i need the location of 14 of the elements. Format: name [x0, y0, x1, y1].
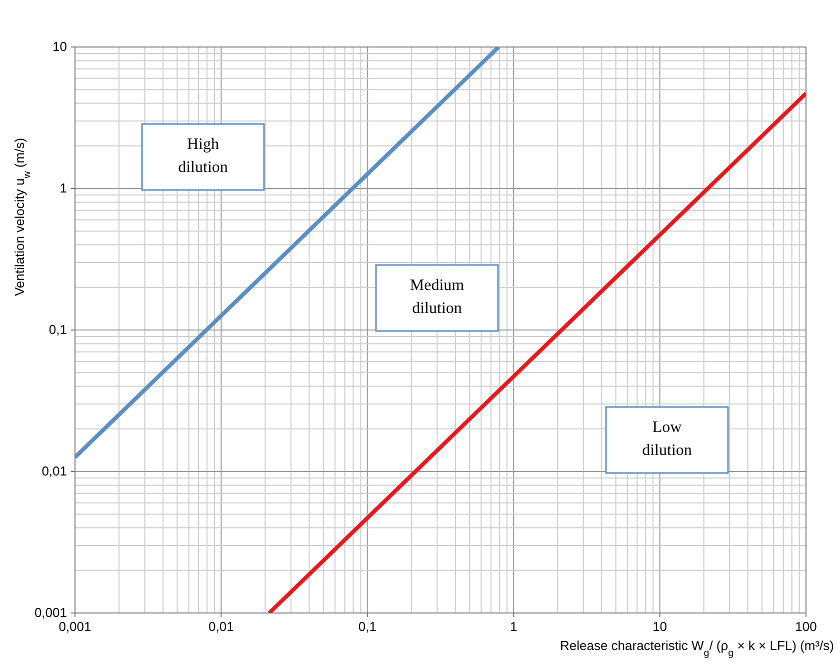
y-tick-label: 0,01: [42, 464, 67, 478]
y-tick-label: 0,001: [34, 605, 67, 620]
x-tick-label: 0,1: [358, 619, 376, 634]
y-tick-label: 0,1: [48, 322, 67, 337]
x-tick-label: 1: [510, 619, 518, 634]
x-tick-label: 0,01: [208, 619, 234, 634]
x-tick-label: 100: [795, 619, 817, 634]
annotation: High dilution: [178, 136, 228, 176]
y-tick-label: 1: [60, 180, 67, 196]
annotation: Medium dilution: [410, 277, 465, 317]
annotation: Low dilution: [642, 419, 692, 459]
x-axis-title: Release characteristic W$_{g}$/ (ρ$_{g}$ × k × LFL) (m³/s): [560, 638, 834, 658]
y-tick-label: 10: [52, 39, 67, 54]
x-tick-label: 10: [652, 619, 668, 634]
